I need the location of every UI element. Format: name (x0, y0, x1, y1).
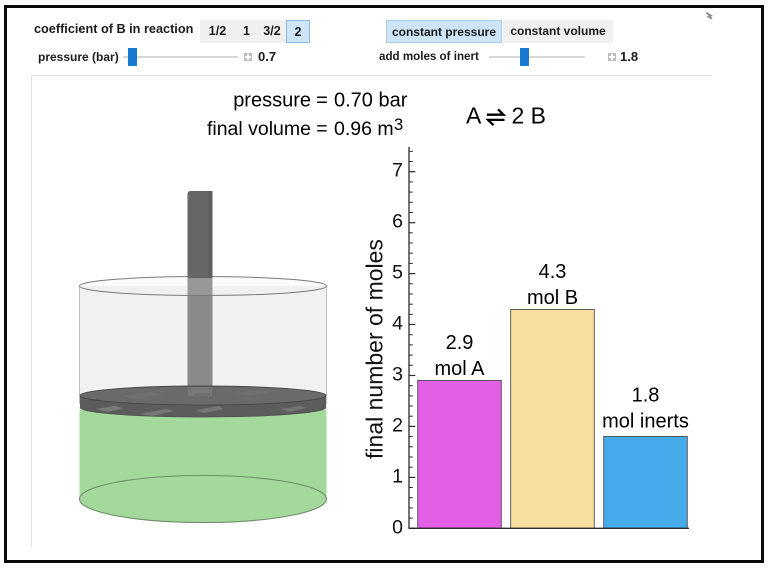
svg-text:0: 0 (392, 516, 403, 538)
svg-text:0.96 m: 0.96 m (334, 118, 394, 140)
svg-text:pressure: pressure (233, 90, 311, 112)
svg-text:3: 3 (394, 116, 403, 134)
svg-text:final number of moles: final number of moles (362, 239, 388, 459)
svg-text:5: 5 (392, 262, 403, 284)
svg-text:2: 2 (392, 414, 403, 436)
svg-text:=: = (316, 90, 328, 112)
svg-text:3: 3 (392, 364, 403, 386)
svg-text:4: 4 (392, 313, 403, 335)
svg-text:mol inerts: mol inerts (602, 411, 689, 433)
svg-text:7: 7 (392, 160, 403, 182)
svg-text:0.70 bar: 0.70 bar (334, 90, 408, 112)
svg-text:mol B: mol B (527, 287, 578, 309)
svg-text:4.3: 4.3 (539, 261, 567, 283)
svg-text:1.8: 1.8 (632, 385, 660, 407)
svg-text:6: 6 (392, 211, 403, 233)
svg-text:A: A (466, 103, 482, 129)
svg-text:final volume: final volume (207, 118, 311, 140)
svg-text:2 B: 2 B (512, 103, 547, 129)
svg-text:2.9: 2.9 (446, 332, 474, 354)
svg-text:=: = (316, 118, 327, 140)
svg-text:mol A: mol A (434, 358, 485, 380)
svg-text:1: 1 (392, 465, 403, 487)
